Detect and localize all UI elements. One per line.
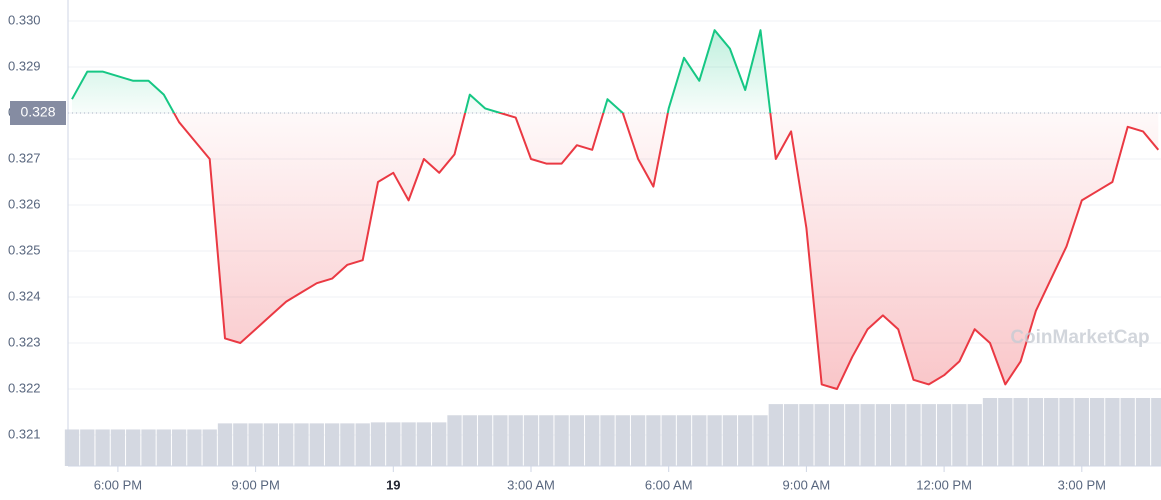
volume-bar	[921, 404, 936, 466]
volume-bar	[783, 404, 799, 466]
volume-bar	[891, 404, 906, 466]
volume-bar	[799, 404, 814, 466]
x-tick-label: 3:00 PM	[1058, 477, 1106, 492]
volume-bar	[1135, 398, 1151, 466]
volume-bar	[676, 415, 692, 466]
volume-bar	[1059, 398, 1074, 466]
volume-bar	[370, 422, 386, 466]
x-tick-label: 19	[386, 477, 400, 492]
volume-bar	[1044, 398, 1059, 466]
volume-bar	[187, 429, 202, 466]
volume-bar	[860, 404, 875, 466]
y-tick-label: 0.323	[8, 334, 41, 349]
volume-bar	[80, 429, 95, 466]
volume-bar	[1120, 398, 1135, 466]
area	[72, 30, 1159, 389]
volume-bar	[967, 404, 982, 466]
volume-bar	[493, 415, 508, 466]
volume-bar	[1105, 398, 1120, 466]
volume-bar	[952, 404, 967, 466]
x-tick-label: 9:00 AM	[783, 477, 831, 492]
volume-bar	[141, 429, 156, 466]
y-tick-label: 0.330	[8, 12, 41, 27]
x-tick-label: 9:00 PM	[231, 477, 279, 492]
volume-bar	[340, 423, 355, 466]
volume-bar	[171, 429, 187, 466]
volume-bar	[386, 422, 401, 466]
volume-bar	[248, 423, 263, 466]
volume-bar	[1089, 398, 1105, 466]
volume-bar	[569, 415, 585, 466]
watermark: CoinMarketCap	[1010, 327, 1149, 348]
volume-bar	[615, 415, 630, 466]
baseline-label-bg	[10, 101, 66, 125]
volume-bar	[661, 415, 676, 466]
volume-bar	[294, 423, 309, 466]
y-tick-label: 0.325	[8, 242, 41, 257]
volume-bar	[401, 422, 416, 466]
x-tick-label: 3:00 AM	[507, 477, 555, 492]
volume-bar	[539, 415, 554, 466]
volume-bar	[126, 429, 141, 466]
volume-bar	[814, 404, 829, 466]
volume-bar	[585, 415, 600, 466]
volume-bar	[1028, 398, 1044, 466]
volume-bar	[110, 429, 126, 466]
volume-bar	[829, 404, 845, 466]
volume-bar	[906, 404, 921, 466]
volume-bar	[600, 415, 615, 466]
volume-bar	[768, 404, 783, 466]
volume-bar	[1013, 398, 1028, 466]
volume-bar	[64, 429, 80, 466]
volume-bar	[156, 429, 171, 466]
volume-bar	[554, 415, 569, 466]
x-tick-label: 6:00 AM	[645, 477, 693, 492]
volume-bar	[432, 422, 447, 466]
volume-bar	[692, 415, 707, 466]
volume-bar	[630, 415, 646, 466]
volume-bar	[202, 429, 217, 466]
volume-bar	[447, 415, 462, 466]
volume-bar	[217, 423, 233, 466]
volume-bar	[309, 423, 324, 466]
x-tick-label: 6:00 PM	[94, 477, 142, 492]
baseline-label: 0.328	[20, 104, 55, 120]
volume-bar	[722, 415, 738, 466]
volume-bar	[753, 415, 768, 466]
volume-bar	[324, 423, 340, 466]
x-tick-label: 12:00 PM	[916, 477, 972, 492]
y-tick-label: 0.322	[8, 380, 41, 395]
volume-bar	[998, 398, 1013, 466]
volume-bar	[508, 415, 523, 466]
volume-bar	[1074, 398, 1089, 466]
volume-bar	[845, 404, 860, 466]
volume-bar	[875, 404, 891, 466]
volume-bar	[95, 429, 110, 466]
y-tick-label: 0.329	[8, 58, 41, 73]
y-tick-label: 0.324	[8, 288, 41, 303]
volume-bar	[646, 415, 661, 466]
volume-bar	[523, 415, 539, 466]
volume-bar	[416, 422, 432, 466]
volume-bar	[462, 415, 477, 466]
volume-bar	[738, 415, 753, 466]
volume-bar	[233, 423, 248, 466]
volume-bar	[355, 423, 370, 466]
y-tick-label: 0.326	[8, 196, 41, 211]
y-tick-label: 0.327	[8, 150, 41, 165]
volume-bar	[1151, 398, 1161, 466]
volume-bar	[982, 398, 998, 466]
y-tick-label: 0.321	[8, 426, 41, 441]
volume-bar	[279, 423, 294, 466]
price-line	[71, 29, 1160, 390]
volume-bar	[477, 415, 493, 466]
volume-bar	[263, 423, 279, 466]
volume-bar	[936, 404, 952, 466]
volume-bar	[707, 415, 722, 466]
